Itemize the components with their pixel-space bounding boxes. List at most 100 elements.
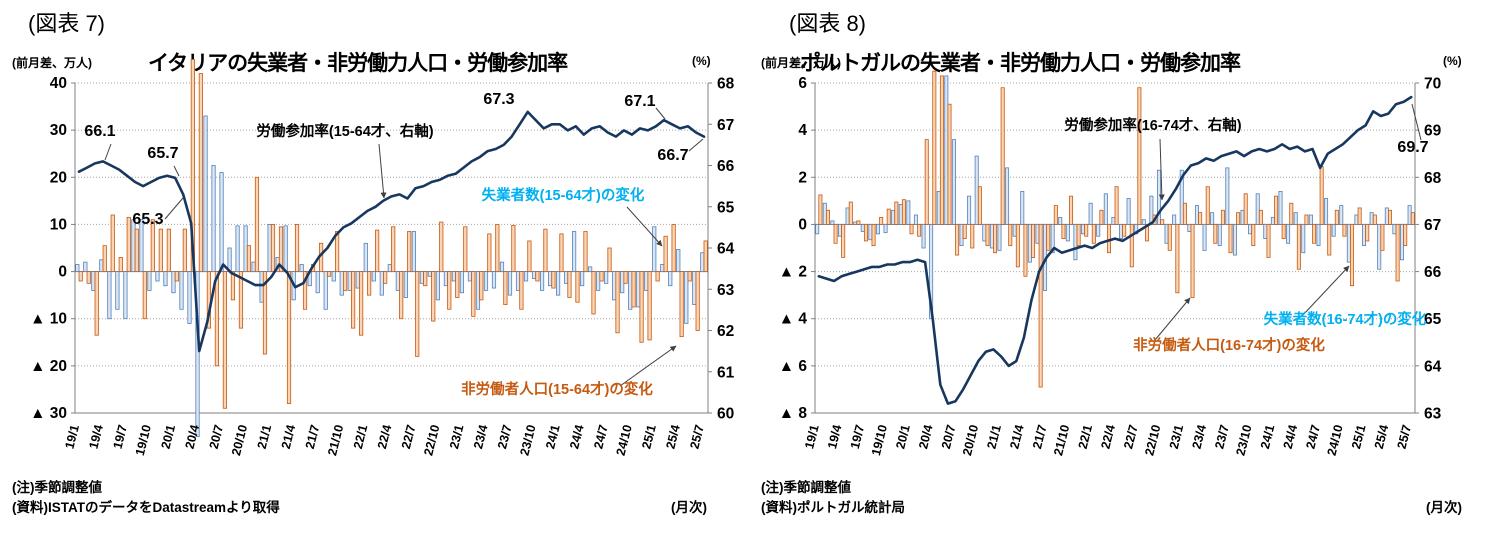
bar-unemployment-change	[1119, 224, 1124, 239]
bar-unemployment-change	[1362, 224, 1367, 247]
bar-inactive-population-change	[1251, 224, 1256, 247]
bar-inactive-population-change	[1236, 212, 1241, 225]
bar-inactive-population-change	[1015, 224, 1020, 268]
bar-inactive-population-change	[1304, 214, 1309, 225]
bar-unemployment-change	[211, 165, 216, 272]
bar-unemployment-change	[355, 271, 360, 289]
bar-unemployment-change	[1172, 214, 1177, 225]
bar-inactive-population-change	[1342, 224, 1347, 237]
bar-unemployment-change	[1194, 205, 1199, 225]
bar-inactive-population-change	[1312, 224, 1317, 244]
bar-inactive-population-change	[230, 271, 236, 301]
bar-unemployment-change	[883, 224, 888, 234]
x-axis-label: 20/4	[916, 423, 935, 450]
bar-inactive-population-change	[134, 228, 139, 272]
bar-unemployment-change	[1141, 219, 1146, 225]
bar-inactive-population-change	[1372, 214, 1377, 225]
bar-inactive-population-change	[335, 231, 340, 272]
chart-title: イタリアの失業者・非労働力人口・労働参加率	[148, 52, 568, 75]
bar-inactive-population-change	[1296, 224, 1301, 270]
bar-inactive-population-change	[214, 271, 219, 367]
bar-inactive-population-change	[1084, 224, 1089, 237]
x-axis-label: 19/7	[111, 423, 130, 450]
y-axis-label-right: 67	[1424, 217, 1441, 234]
bar-inactive-population-change	[818, 194, 823, 225]
bar-unemployment-change	[898, 203, 903, 225]
bar-inactive-population-change	[1289, 202, 1294, 225]
y-axis-label-right: 63	[1424, 406, 1442, 423]
annotation-label: 67.1	[624, 93, 655, 110]
bar-inactive-population-change	[1380, 224, 1385, 251]
x-axis-label: 24/4	[1281, 423, 1300, 450]
bar-unemployment-change	[99, 259, 104, 272]
y-axis-label-right: 65	[1424, 311, 1442, 328]
x-axis-label: 23/4	[471, 423, 490, 450]
bar-inactive-population-change	[551, 271, 556, 289]
bar-inactive-population-change	[825, 209, 830, 225]
x-axis-label: 23/7	[1212, 423, 1231, 450]
bar-inactive-population-change	[391, 226, 396, 272]
bar-unemployment-change	[1096, 224, 1101, 237]
bar-unemployment-change	[539, 271, 545, 291]
bar-inactive-population-change	[615, 271, 620, 334]
bar-inactive-population-change	[142, 271, 147, 320]
bar-unemployment-change	[83, 261, 88, 272]
x-axis-label: 19/10	[869, 423, 890, 457]
bar-unemployment-change	[628, 271, 633, 310]
bar-inactive-population-change	[631, 271, 636, 308]
bar-inactive-population-change	[86, 271, 91, 284]
bar-unemployment-change	[1187, 224, 1192, 232]
bar-inactive-population-change	[375, 229, 380, 272]
bar-inactive-population-change	[1114, 186, 1119, 225]
chart-panel-italy: (図表 7) (前月差、万人) イタリアの失業者・非労働力人口・労働参加率 (%…	[12, 11, 735, 515]
annotation-leader-line	[1411, 103, 1422, 141]
x-axis-label: 22/1	[1076, 423, 1095, 450]
bar-unemployment-change	[1384, 207, 1389, 225]
bar-unemployment-change	[115, 271, 120, 310]
bar-unemployment-change	[556, 271, 561, 296]
bar-unemployment-change	[339, 271, 344, 296]
bar-unemployment-change	[467, 271, 473, 282]
bar-unemployment-change	[147, 271, 152, 291]
y-axis-label-left: ▲ 2	[779, 264, 807, 281]
bar-inactive-population-change	[1365, 224, 1370, 242]
x-axis-label: 19/1	[62, 423, 81, 450]
bar-inactive-population-change	[415, 271, 420, 357]
annotation-label: 非労働者人口(16-74才)の変化	[1133, 336, 1325, 354]
bar-inactive-population-change	[1076, 224, 1081, 247]
y-axis-label-left: 30	[50, 122, 67, 139]
bar-inactive-population-change	[977, 186, 982, 225]
bar-unemployment-change	[588, 266, 593, 272]
x-axis-label: 21/4	[279, 423, 298, 450]
bar-unemployment-change	[700, 252, 705, 272]
bar-unemployment-change	[371, 271, 376, 282]
y-axis-label-left: 0	[58, 264, 67, 281]
bar-unemployment-change	[1081, 224, 1086, 235]
bar-unemployment-change	[989, 224, 994, 249]
x-axis-label: 24/7	[591, 423, 610, 450]
bar-inactive-population-change	[198, 73, 203, 272]
bar-unemployment-change	[906, 200, 911, 225]
x-axis-label: 25/1	[1349, 423, 1368, 450]
bar-unemployment-change	[875, 224, 880, 235]
bar-inactive-population-change	[970, 224, 975, 249]
bar-unemployment-change	[523, 271, 529, 282]
bar-inactive-population-change	[455, 271, 460, 298]
bar-unemployment-change	[652, 226, 657, 272]
bar-inactive-population-change	[567, 271, 572, 298]
bar-unemployment-change	[1103, 193, 1108, 225]
annotation-leader-line	[655, 107, 666, 120]
bar-inactive-population-change	[1160, 219, 1165, 225]
bar-inactive-population-change	[1198, 212, 1203, 225]
bar-inactive-population-change	[1319, 166, 1324, 225]
bar-inactive-population-change	[1327, 224, 1332, 256]
bar-inactive-population-change	[1023, 224, 1028, 277]
annotation-label: 67.3	[483, 91, 514, 108]
bar-unemployment-change	[1240, 209, 1245, 225]
y-axis-label-left: ▲ 20	[30, 358, 67, 375]
bar-unemployment-change	[668, 271, 673, 287]
bar-inactive-population-change	[917, 224, 922, 237]
bar-unemployment-change	[1263, 224, 1268, 239]
bar-unemployment-change	[195, 271, 200, 437]
